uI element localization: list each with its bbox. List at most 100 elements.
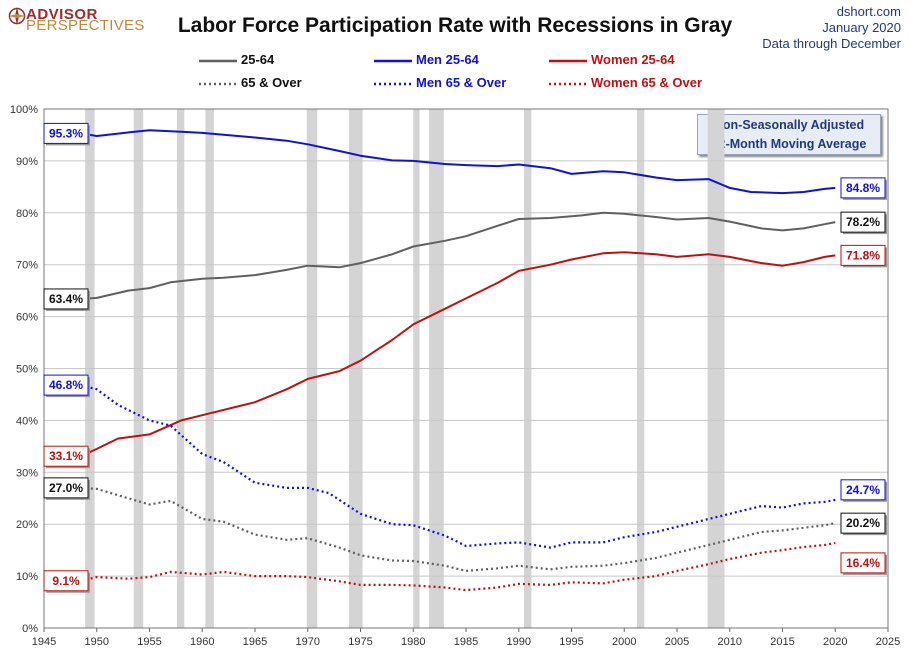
source-date: January 2020 [822,20,901,35]
logo-line2: PERSPECTIVES [26,17,145,34]
recession-bar [176,109,185,628]
first-value-label-2-shadow [46,448,90,469]
x-tick-label: 1960 [190,636,214,648]
legend-label-0: 25-64 [241,52,275,67]
recession-bar [85,109,95,628]
x-tick-label: 2020 [823,636,847,648]
x-tick-label: 1980 [401,636,425,648]
compass-logo-icon [8,7,26,25]
legend-swatch-1 [374,59,412,63]
source-site: dshort.com [836,4,901,19]
recession-bar [205,109,214,628]
last-value-label-3-box [840,512,886,534]
y-tick-label: 0% [22,623,38,635]
plot-frame [43,108,889,629]
first-value-label-0-shadow [46,290,90,311]
note-line2: 12-Month Moving Average [711,137,867,151]
last-value-label-2: 71.8% [846,248,880,262]
y-tick-label: 40% [16,415,38,427]
x-tick-label: 2005 [665,636,689,648]
last-value-label-5: 16.4% [846,556,880,570]
series-line-4 [80,384,836,549]
source-coverage: Data through December [762,36,901,51]
source-info: dshort.com January 2020 Data through Dec… [762,4,901,52]
last-value-label-3: 20.2% [846,516,880,530]
last-value-label-5-shadow [843,554,887,575]
last-value-label-1-shadow [843,179,887,200]
recession-bar [133,109,144,628]
y-tick-label: 20% [16,519,38,531]
legend-label-2: Women 25-64 [591,52,675,67]
last-value-label-0-shadow [843,214,887,235]
first-value-label-3-box [43,477,89,499]
series-line-2 [80,251,836,458]
first-value-label-3: 27.0% [49,481,83,495]
first-value-label-4: 46.8% [49,378,83,392]
x-tick-label: 1955 [137,636,161,648]
first-value-label-2: 33.1% [49,449,83,463]
legend-label-4: Men 65 & Over [416,75,507,90]
first-value-label-1-box [43,122,89,144]
legend-swatch-0 [199,59,237,63]
first-value-label-1-shadow [46,125,90,146]
first-value-label-1: 95.3% [49,126,83,140]
x-tick-label: 1945 [32,636,56,648]
x-tick-label: 1950 [85,636,109,648]
last-value-label-4: 24.7% [846,483,880,497]
legend-swatch-5 [549,82,587,86]
y-tick-label: 80% [16,208,38,220]
x-tick-label: 2000 [612,636,636,648]
series-line-0 [80,211,836,300]
x-tick-label: 2025 [876,636,900,648]
first-value-label-5-box [43,570,89,592]
series-line-3 [80,486,836,572]
legend-swatch-3 [199,82,237,86]
y-tick-label: 30% [16,467,38,479]
recession-bar [306,109,318,628]
first-value-label-5: 9.1% [52,574,80,588]
recession-bar [413,109,420,628]
chart-title: Labor Force Participation Rate with Rece… [177,14,733,37]
first-value-label-2-box [43,445,89,467]
x-tick-label: 2015 [770,636,794,648]
legend-swatch-2 [549,59,587,63]
recession-bar [524,109,532,628]
recession-bar [348,109,363,628]
y-tick-label: 70% [16,260,38,272]
first-value-label-4-box [43,374,89,396]
note-line1: Non-Seasonally Adjusted [713,118,865,132]
y-tick-label: 50% [16,364,38,376]
logo-line1: ADVISOR [26,6,98,23]
recession-bar [429,109,444,628]
x-tick-label: 1995 [559,636,583,648]
legend-label-5: Women 65 & Over [591,75,703,90]
x-tick-label: 2010 [718,636,742,648]
y-tick-label: 60% [16,312,38,324]
first-value-label-5-shadow [46,572,90,593]
y-tick-label: 90% [16,156,38,168]
legend-swatch-4 [374,82,412,86]
x-tick-label: 1985 [454,636,478,648]
last-value-label-1-box [840,177,886,199]
last-value-label-0: 78.2% [846,215,880,229]
recession-bar [707,109,725,628]
last-value-label-4-box [840,479,886,501]
last-value-label-2-shadow [843,247,887,268]
x-tick-label: 1975 [348,636,372,648]
x-tick-label: 1965 [243,636,267,648]
x-tick-label: 1990 [507,636,531,648]
recession-bar [636,109,645,628]
last-value-label-0-box [840,211,886,233]
last-value-label-4-shadow [843,481,887,502]
first-value-label-4-shadow [46,377,90,398]
first-value-label-3-shadow [46,479,90,500]
note-box: Non-Seasonally Adjusted 12-Month Moving … [697,114,881,155]
y-tick-label: 10% [16,571,38,583]
last-value-label-2-box [840,244,886,266]
series-line-5 [80,541,836,592]
last-value-label-3-shadow [843,515,887,536]
last-value-label-1: 84.8% [846,181,880,195]
x-tick-label: 1970 [296,636,320,648]
